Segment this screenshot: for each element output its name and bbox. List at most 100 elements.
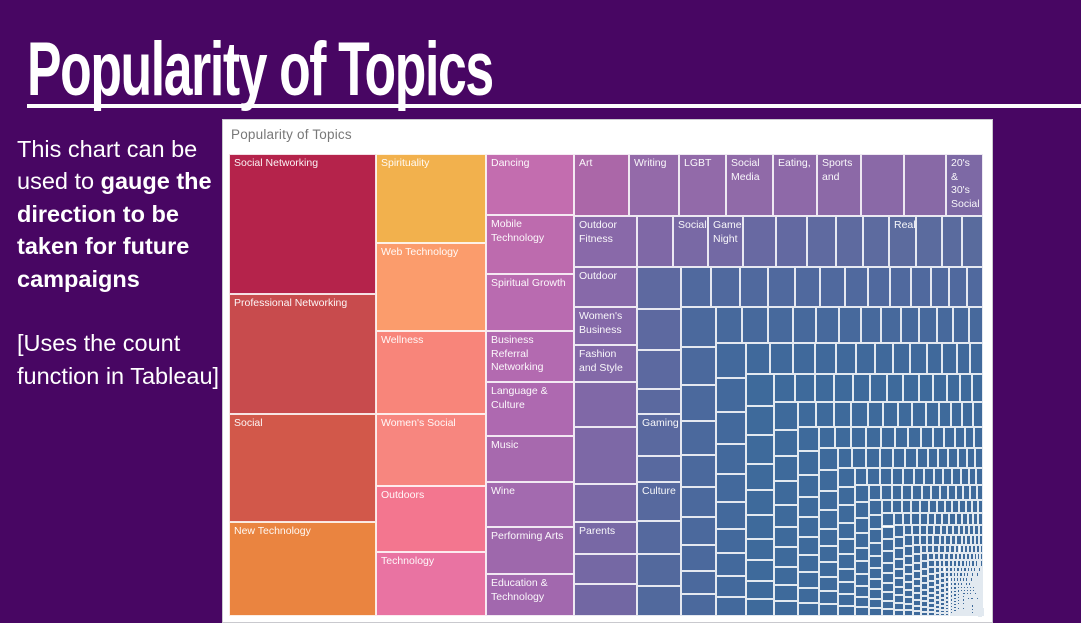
- treemap-cell[interactable]: [835, 216, 863, 267]
- treemap-cell[interactable]: [835, 342, 856, 375]
- treemap-cell[interactable]: [956, 602, 960, 605]
- treemap-cell[interactable]: [868, 267, 891, 308]
- treemap-cell[interactable]: [949, 605, 954, 609]
- treemap-cell[interactable]: [965, 572, 969, 578]
- treemap-cell[interactable]: [927, 513, 936, 525]
- treemap-cell[interactable]: [945, 572, 949, 578]
- treemap-cell[interactable]: [819, 448, 838, 471]
- treemap-cell[interactable]: [967, 603, 970, 607]
- treemap-cell[interactable]: [797, 426, 820, 452]
- treemap-cell[interactable]: [934, 612, 941, 616]
- treemap-cell[interactable]: [977, 581, 980, 586]
- treemap-cell[interactable]: [574, 382, 637, 427]
- treemap-cell[interactable]: [978, 614, 981, 617]
- treemap-cell[interactable]: [852, 374, 871, 402]
- treemap-cell[interactable]: [681, 487, 716, 518]
- treemap-cell[interactable]: [921, 576, 929, 584]
- treemap-cell[interactable]: [776, 216, 807, 267]
- treemap-cell[interactable]: [913, 586, 922, 594]
- treemap-cell[interactable]: [975, 611, 978, 615]
- treemap-cell[interactable]: [928, 552, 934, 561]
- treemap-cell[interactable]: [955, 484, 964, 500]
- treemap-cell[interactable]: [926, 342, 943, 375]
- treemap-cell[interactable]: [959, 607, 963, 610]
- treemap-cell[interactable]: [904, 154, 946, 216]
- treemap-cell[interactable]: [972, 589, 975, 593]
- treemap-cell[interactable]: [882, 513, 894, 527]
- treemap-cell[interactable]: [968, 581, 971, 586]
- treemap-cell[interactable]: [946, 374, 960, 402]
- treemap-cell[interactable]: [746, 435, 774, 464]
- treemap-cell[interactable]: [913, 535, 921, 545]
- treemap-cell[interactable]: [920, 499, 929, 514]
- treemap-cell[interactable]: [637, 554, 681, 586]
- treemap-cell[interactable]: [681, 594, 716, 616]
- treemap-cell[interactable]: [981, 585, 984, 590]
- treemap-cell[interactable]: [964, 426, 975, 449]
- treemap-cell[interactable]: [851, 426, 867, 449]
- treemap-cell[interactable]: [902, 467, 914, 485]
- treemap-cell[interactable]: [976, 552, 981, 561]
- treemap-cell[interactable]: [959, 609, 963, 613]
- treemap-cell-social[interactable]: Social: [673, 216, 708, 267]
- treemap-cell[interactable]: [962, 572, 966, 578]
- treemap-cell[interactable]: [894, 426, 908, 449]
- treemap-cell[interactable]: [746, 490, 774, 516]
- treemap-cell[interactable]: [979, 535, 983, 545]
- treemap-cell[interactable]: [637, 267, 681, 309]
- treemap-cell[interactable]: [921, 568, 929, 577]
- treemap-cell[interactable]: [715, 473, 747, 503]
- treemap-cell[interactable]: [940, 597, 946, 602]
- treemap-cell[interactable]: [944, 499, 953, 514]
- treemap-cell[interactable]: [956, 599, 960, 603]
- treemap-cell[interactable]: [969, 566, 973, 573]
- treemap-cell[interactable]: [715, 307, 743, 343]
- treemap-cell[interactable]: [971, 601, 976, 604]
- treemap-cell[interactable]: [852, 448, 867, 468]
- treemap-cell[interactable]: [837, 467, 855, 487]
- treemap-cell[interactable]: [893, 548, 905, 559]
- treemap-cell[interactable]: [945, 599, 950, 604]
- treemap-cell[interactable]: [948, 566, 953, 573]
- treemap-cell[interactable]: [949, 601, 954, 606]
- treemap-cell[interactable]: [940, 593, 946, 598]
- treemap-cell-social-networking[interactable]: Social Networking: [229, 154, 376, 294]
- treemap-cell[interactable]: [949, 598, 954, 602]
- treemap-cell[interactable]: [969, 605, 972, 609]
- treemap-cell[interactable]: [971, 499, 978, 514]
- treemap-cell[interactable]: [962, 614, 965, 617]
- treemap-cell[interactable]: [940, 566, 945, 573]
- treemap-cell[interactable]: [819, 577, 838, 592]
- treemap-cell[interactable]: [902, 513, 912, 525]
- treemap-cell[interactable]: [979, 585, 982, 590]
- treemap-cell[interactable]: [574, 427, 637, 484]
- treemap-cell[interactable]: [893, 536, 905, 549]
- treemap-cell[interactable]: [928, 586, 935, 593]
- treemap-cell[interactable]: [768, 307, 793, 343]
- treemap-cell[interactable]: [966, 535, 971, 545]
- treemap-cell[interactable]: [904, 545, 914, 556]
- treemap-cell[interactable]: [934, 590, 941, 596]
- treemap-cell[interactable]: [956, 572, 960, 578]
- treemap-cell[interactable]: [952, 572, 957, 578]
- treemap-cell[interactable]: [637, 308, 681, 350]
- treemap-cell-real[interactable]: Real: [889, 216, 916, 267]
- treemap-cell[interactable]: [869, 607, 883, 616]
- treemap-cell[interactable]: [964, 600, 967, 605]
- treemap-cell[interactable]: [945, 595, 950, 600]
- treemap-cell[interactable]: [773, 401, 798, 430]
- treemap-cell[interactable]: [874, 342, 893, 375]
- treemap-cell[interactable]: [819, 490, 838, 511]
- treemap-cell[interactable]: [938, 401, 951, 427]
- treemap-cell[interactable]: [837, 448, 853, 468]
- treemap-cell[interactable]: [969, 552, 974, 561]
- treemap-cell[interactable]: [959, 499, 966, 514]
- treemap-cell[interactable]: [973, 513, 979, 525]
- treemap-cell[interactable]: [715, 443, 747, 474]
- treemap-cell[interactable]: [916, 448, 928, 468]
- treemap-cell[interactable]: [969, 585, 973, 590]
- treemap-cell[interactable]: [887, 374, 904, 402]
- treemap-cell[interactable]: [928, 574, 935, 581]
- treemap-cell[interactable]: [949, 544, 955, 553]
- treemap-cell[interactable]: [944, 566, 949, 573]
